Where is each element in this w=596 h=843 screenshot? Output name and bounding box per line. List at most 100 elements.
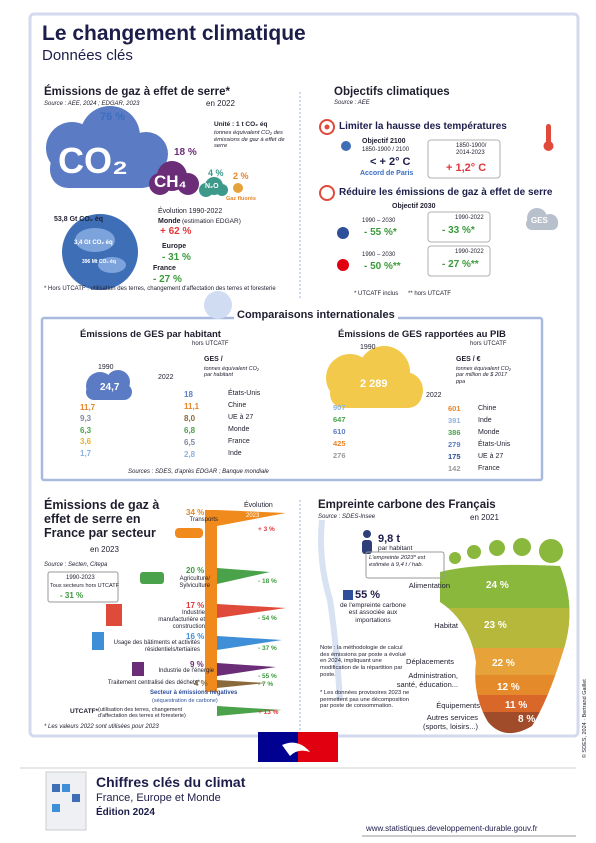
title: Le changement climatique xyxy=(42,22,306,45)
zone-change: - 27 % xyxy=(153,274,182,285)
eu-flag xyxy=(337,227,349,239)
value-2022: 18 xyxy=(184,390,193,399)
sector-spine xyxy=(205,510,217,692)
gas-share: 18 % xyxy=(174,147,197,158)
ch4-cloud xyxy=(149,161,199,195)
period: 1990-2022 xyxy=(455,249,484,255)
footer-edition: Édition 2024 xyxy=(96,807,155,818)
value-1990: 647 xyxy=(333,415,346,424)
target-icon xyxy=(319,185,335,201)
gas-share: 2 % xyxy=(233,171,249,181)
marianne xyxy=(282,742,310,756)
target: < + 2° C xyxy=(370,156,411,168)
section-title: Émissions de gaz à effet de serre* xyxy=(44,86,230,98)
ges-cloud xyxy=(526,208,558,230)
value-1990: 11,7 xyxy=(80,402,96,412)
period: 1990-2022 xyxy=(455,215,484,221)
building-icon xyxy=(92,632,104,650)
subtitle: hors UTCATF xyxy=(192,341,229,347)
value-2022: 175 xyxy=(448,452,461,461)
zone-note: (estimation EDGAR) xyxy=(182,218,241,225)
value-2022: 279 xyxy=(448,440,461,449)
sector-shape xyxy=(217,604,286,618)
actual: - 27 %** xyxy=(442,259,479,270)
gas-share: 76 % xyxy=(100,111,126,123)
footnote: * Hors UTCATF : utilisation des terres, … xyxy=(44,286,276,292)
target: - 50 %** xyxy=(364,261,401,272)
thermometer xyxy=(546,124,551,144)
legend-change: - 31 % xyxy=(60,591,84,600)
sector-shape xyxy=(217,706,282,716)
car-icon xyxy=(175,528,203,538)
sector-shape xyxy=(217,636,282,650)
value-1990: 9,3 xyxy=(80,414,92,423)
per-capita-label: par habitant xyxy=(378,545,413,552)
year: en 2021 xyxy=(470,513,499,522)
value-2022: 2,8 xyxy=(184,450,196,459)
globe-icon xyxy=(341,141,351,151)
evolution-period: 2023 xyxy=(246,513,260,519)
agreement: Accord de Paris xyxy=(360,170,414,177)
country: Chine xyxy=(228,402,247,409)
sector-shape xyxy=(217,663,276,676)
value-1990: 276 xyxy=(333,451,346,460)
country: Inde xyxy=(478,417,492,424)
imports-share: 55 % xyxy=(355,589,381,601)
evolution-title: Évolution 1990-2022 xyxy=(158,208,223,215)
section-title: Comparaisons internationales xyxy=(234,309,398,322)
country: France xyxy=(478,465,500,472)
footprint-share: 11 % xyxy=(505,700,528,711)
sector-change: - 7 % xyxy=(258,681,274,688)
period: 1850-1900/ 2014-2023 xyxy=(456,143,487,156)
chart-title: Émissions de GES par habitant xyxy=(80,329,221,340)
person-icon xyxy=(362,540,372,554)
sector-share: 4 % xyxy=(194,679,208,688)
legend-box xyxy=(47,571,119,603)
evolution: Évolution xyxy=(244,502,273,509)
value-1990: 24,7 xyxy=(100,382,120,393)
value-2022: 11,1 xyxy=(184,402,200,411)
sector-shape xyxy=(217,568,270,584)
utcatf-note: (utilisation des terres, changement d'af… xyxy=(98,707,186,720)
box xyxy=(427,245,491,277)
sector-name: Agriculture/ Sylviculture xyxy=(179,576,210,589)
subtitle: Données clés xyxy=(42,47,133,64)
year: 1990 xyxy=(360,344,376,351)
note: Note : la méthodologie de calcul des émi… xyxy=(320,645,407,678)
footer-title: Chiffres clés du climat xyxy=(96,774,246,790)
footprint-share: 8 % xyxy=(518,714,536,725)
country: Inde xyxy=(228,450,242,457)
zone-name: Europe xyxy=(162,243,187,250)
cover-tile xyxy=(72,794,80,802)
source: Source : SDES-Insee xyxy=(318,514,376,520)
sector-name: Industrie de l'énergie xyxy=(158,668,214,674)
cloud xyxy=(86,370,132,400)
goal: Objectif 2100 xyxy=(362,138,406,145)
source: Source : Secten, Citepa xyxy=(44,562,108,568)
goal: Objectif 2030 xyxy=(392,203,436,210)
year: 2022 xyxy=(158,374,174,381)
sector-change: - 54 % xyxy=(258,615,277,622)
country: États-Unis xyxy=(478,441,511,448)
zone-name: Monde xyxy=(158,218,181,225)
value-2022: 391 xyxy=(448,416,461,425)
sector-share: 9 % xyxy=(190,660,204,669)
country: UE à 27 xyxy=(478,453,504,460)
globe-land xyxy=(75,228,115,252)
country: Monde xyxy=(478,429,500,436)
value-1990: 1,7 xyxy=(80,448,92,458)
sector-share: 17 % xyxy=(186,601,205,610)
gas-name: CO₂ xyxy=(58,140,128,181)
zone-name: France xyxy=(153,265,176,272)
legend-scope: Tous secteurs hors UTCATF xyxy=(50,583,119,589)
footnote: * Les valeurs 2022 sont utilisées pour 2… xyxy=(44,724,159,730)
unit-note: tonnes équivalent CO₂ par habitant xyxy=(204,366,259,379)
period: 1850-1900 / 2100 xyxy=(362,147,410,153)
observed: + 1,2° C xyxy=(446,162,487,174)
chart-title: Émissions de GES rapportées au PIB xyxy=(338,329,506,340)
unit-note: tonnes équivalent CO₂ par million de $ 2… xyxy=(456,366,511,385)
sector-share: 16 % xyxy=(186,632,205,641)
country: Chine xyxy=(478,405,497,412)
